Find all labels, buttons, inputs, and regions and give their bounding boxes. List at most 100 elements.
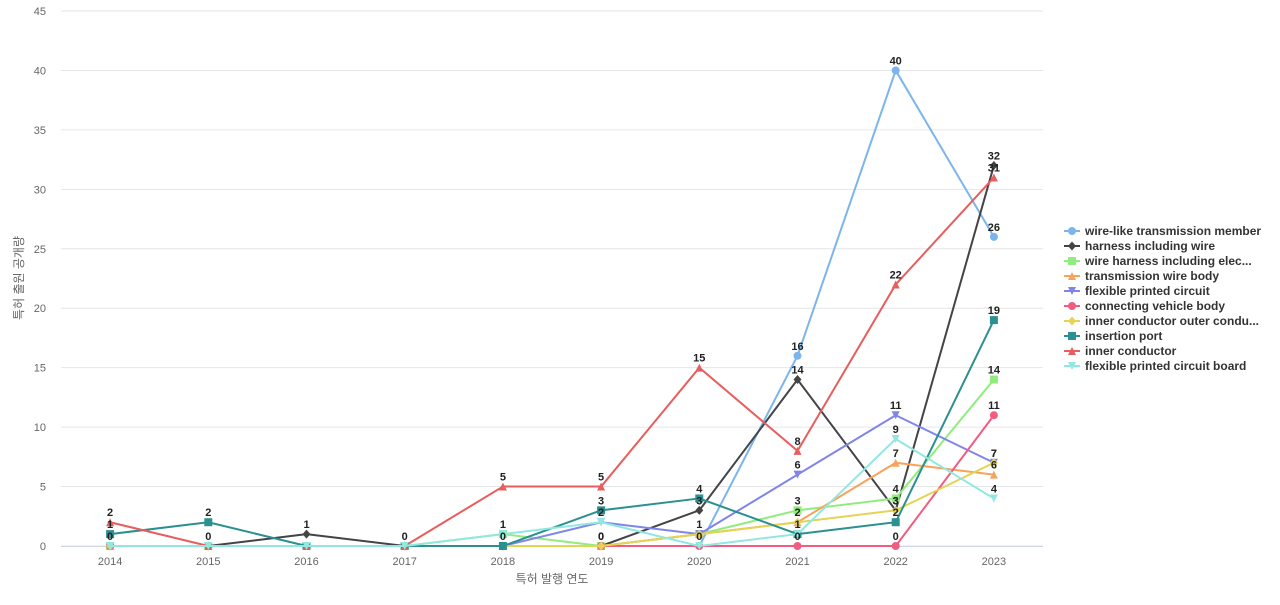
data-label: 16 xyxy=(791,341,803,353)
data-point xyxy=(793,375,802,385)
x-tick-label: 2019 xyxy=(589,556,613,568)
x-tick-label: 2022 xyxy=(883,556,907,568)
data-label: 1 xyxy=(794,519,800,531)
data-label: 2 xyxy=(794,507,800,519)
data-label: 0 xyxy=(598,531,604,543)
data-point xyxy=(597,541,606,551)
data-label: 0 xyxy=(696,531,702,543)
y-tick-label: 25 xyxy=(34,244,46,256)
data-label: 0 xyxy=(598,531,604,543)
data-label: 5 xyxy=(598,472,604,484)
series-group xyxy=(106,458,998,550)
series-line xyxy=(110,438,995,547)
legend-marker xyxy=(1068,362,1076,370)
data-point xyxy=(498,542,507,550)
data-label: 6 xyxy=(991,460,997,472)
data-label: 0 xyxy=(107,531,113,543)
legend-label: inner conductor xyxy=(1085,344,1177,358)
data-label: 2 xyxy=(205,507,211,519)
legend-item[interactable]: inner conductor xyxy=(1064,344,1177,358)
data-point xyxy=(989,375,998,384)
legend-item[interactable]: wire harness including elec... xyxy=(1064,254,1252,268)
legend-label: connecting vehicle body xyxy=(1085,299,1225,313)
legend-item[interactable]: insertion port xyxy=(1064,329,1162,343)
x-axis-title: 특허 발행 연도 xyxy=(516,571,589,586)
legend-item[interactable]: wire-like transmission member xyxy=(1064,224,1261,238)
data-label: 3 xyxy=(598,495,604,507)
data-label: 11 xyxy=(890,400,902,412)
legend-item[interactable]: connecting vehicle body xyxy=(1064,299,1225,313)
data-point xyxy=(302,529,311,539)
y-tick-label: 40 xyxy=(34,65,46,77)
data-label: 7 xyxy=(991,448,997,460)
data-label: 14 xyxy=(791,365,804,377)
data-point xyxy=(989,411,998,420)
legend-label: transmission wire body xyxy=(1085,269,1219,283)
legend-marker xyxy=(1068,241,1076,251)
data-label: 26 xyxy=(988,222,1000,234)
x-tick-label: 2015 xyxy=(196,556,220,568)
data-point xyxy=(989,470,998,479)
x-tick-label: 2020 xyxy=(687,556,711,568)
y-axis-title: 특허 출원 공개량 xyxy=(12,236,26,320)
data-point xyxy=(793,517,802,527)
data-label: 7 xyxy=(991,448,997,460)
data-label: 0 xyxy=(893,531,899,543)
data-label: 1 xyxy=(107,519,113,531)
x-tick-label: 2023 xyxy=(982,556,1006,568)
legend-item[interactable]: transmission wire body xyxy=(1064,269,1219,283)
data-point xyxy=(498,530,507,539)
data-label: 0 xyxy=(500,531,506,543)
data-point xyxy=(891,505,900,515)
data-point xyxy=(891,435,900,443)
legend-marker xyxy=(1068,227,1076,235)
legend-marker xyxy=(1068,316,1076,326)
legend-marker xyxy=(1068,302,1076,310)
x-tick-label: 2017 xyxy=(392,556,416,568)
data-point xyxy=(891,280,900,289)
data-label: 4 xyxy=(696,483,703,495)
data-label: 9 xyxy=(893,424,899,436)
legend-item[interactable]: flexible printed circuit board xyxy=(1064,359,1246,373)
legend-item[interactable]: inner conductor outer condu... xyxy=(1064,314,1259,328)
data-point xyxy=(695,505,704,515)
legend-label: harness including wire xyxy=(1085,239,1215,253)
data-label: 3 xyxy=(893,495,899,507)
data-point xyxy=(891,458,900,467)
data-point xyxy=(793,446,802,455)
legend-marker xyxy=(1068,257,1076,265)
data-point xyxy=(106,530,115,539)
series-group xyxy=(106,173,998,550)
data-point xyxy=(400,542,409,550)
data-label: 22 xyxy=(890,269,902,281)
legend-label: flexible printed circuit board xyxy=(1085,359,1246,373)
y-tick-label: 5 xyxy=(40,482,46,494)
y-tick-label: 15 xyxy=(34,363,46,375)
data-label: 1 xyxy=(500,519,506,531)
y-tick-label: 45 xyxy=(34,6,46,18)
legend-label: insertion port xyxy=(1085,329,1162,343)
legend-item[interactable]: harness including wire xyxy=(1064,239,1215,253)
legend-marker xyxy=(1068,287,1076,295)
data-point xyxy=(989,173,998,182)
y-tick-label: 30 xyxy=(34,184,46,196)
data-point xyxy=(597,518,606,527)
data-label: 2 xyxy=(598,507,604,519)
legend-item[interactable]: flexible printed circuit xyxy=(1064,284,1210,298)
data-point xyxy=(695,542,704,550)
data-point xyxy=(106,518,115,527)
series-group xyxy=(106,375,998,550)
data-label: 1 xyxy=(303,519,309,531)
data-point xyxy=(302,542,311,550)
data-point xyxy=(989,161,998,171)
data-point xyxy=(989,494,998,503)
data-point xyxy=(891,66,900,75)
data-point xyxy=(106,542,115,550)
legend-label: flexible printed circuit xyxy=(1085,284,1210,298)
data-label: 40 xyxy=(890,55,902,67)
x-tick-label: 2014 xyxy=(98,556,122,568)
data-label: 4 xyxy=(991,483,998,495)
data-point xyxy=(989,232,998,241)
